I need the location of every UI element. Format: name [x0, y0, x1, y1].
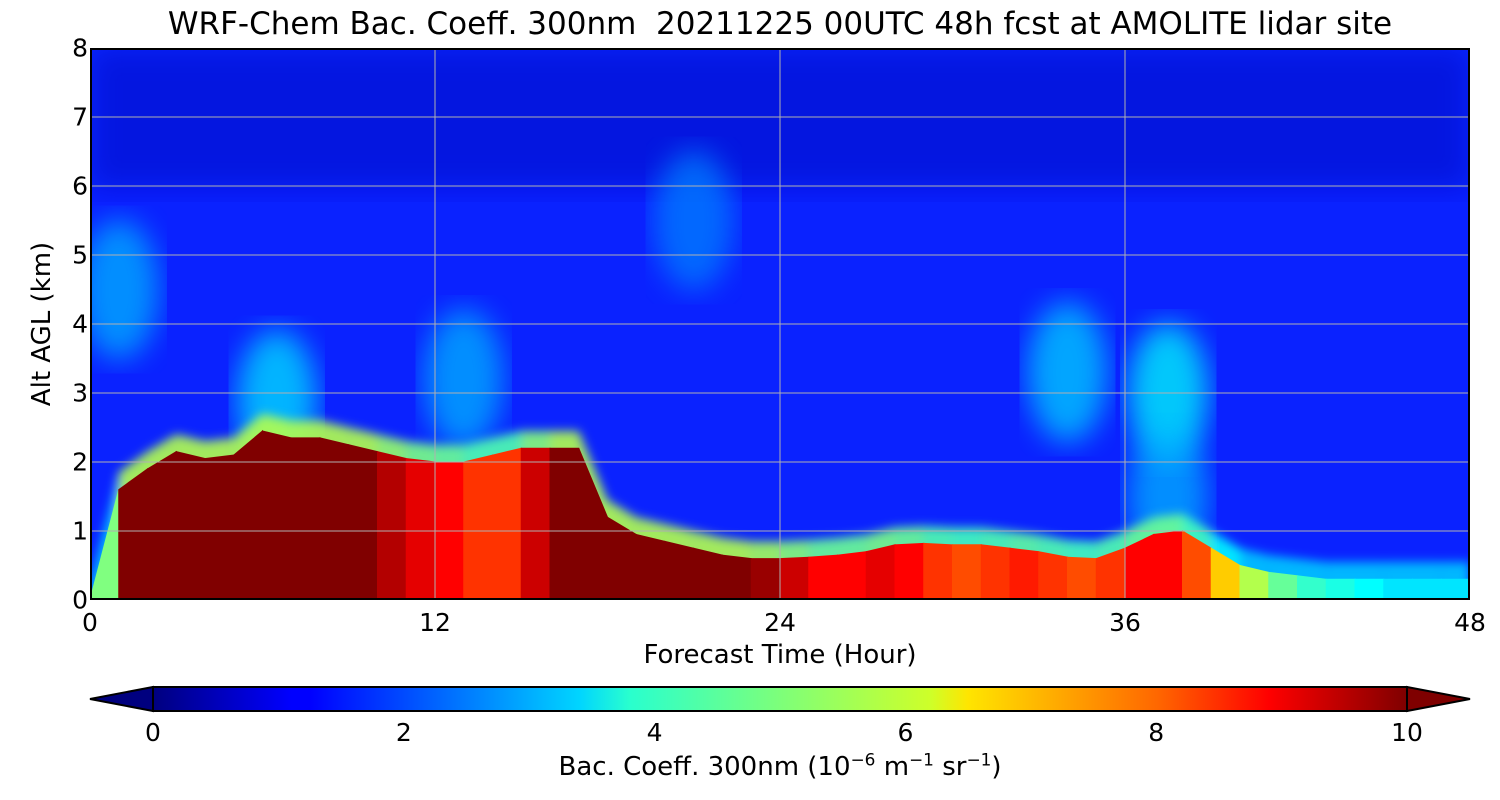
boundary-layer-aerosol [90, 429, 1470, 600]
boundary-layer-cell-15 [520, 447, 551, 600]
boundary-layer-cell-16 [549, 447, 580, 600]
elevated-feature-3 [653, 150, 734, 291]
boundary-layer-cell-13 [463, 454, 493, 600]
x-tick-label: 24 [764, 608, 796, 637]
x-tick-label: 36 [1109, 608, 1141, 637]
boundary-layer-cell-2 [147, 450, 177, 600]
boundary-layer-cell-33 [1038, 551, 1068, 600]
boundary-layer-cell-26 [837, 551, 867, 600]
boundary-layer-cell-31 [980, 544, 1011, 600]
x-tick-label: 48 [1454, 608, 1486, 637]
boundary-layer-cell-21 [693, 547, 723, 600]
colorbar-label: Bac. Coeff. 300nm (10−6 m−1 sr−1) [558, 749, 1002, 782]
boundary-layer-cell-42 [1297, 575, 1327, 600]
y-tick-label: 1 [72, 516, 88, 546]
y-tick-label: 7 [72, 102, 88, 132]
boundary-layer-cell-29 [923, 542, 953, 600]
boundary-layer-cell-43 [1325, 578, 1356, 600]
colorbar-tick-label: 0 [145, 718, 161, 747]
colorbar-min-extend [89, 685, 154, 713]
x-axis-label: Forecast Time (Hour) [643, 640, 917, 670]
colorbar-tick-label: 4 [646, 718, 663, 747]
boundary-layer-cell-24 [779, 556, 810, 600]
colorbar [89, 685, 1471, 713]
boundary-layer-cell-20 [664, 540, 695, 600]
y-tick-label: 3 [72, 378, 88, 408]
boundary-layer-cell-19 [635, 533, 666, 600]
heatmap-svg [90, 48, 1470, 600]
y-tick-label: 0 [72, 585, 88, 615]
boundary-layer-cell-25 [808, 554, 838, 600]
colorbar-tick-label: 10 [1391, 718, 1423, 747]
colorbar-tick-label: 8 [1148, 718, 1165, 747]
boundary-layer-cell-22 [722, 554, 752, 600]
y-tick-label: 5 [72, 240, 88, 270]
colorbar-tick-label: 6 [897, 718, 914, 747]
boundary-layer-cell-47 [1440, 578, 1470, 600]
boundary-layer-cell-3 [175, 451, 206, 600]
boundary-layer-cell-28 [894, 542, 925, 600]
boundary-layer-cell-5 [233, 429, 263, 600]
colorbar-gradient [152, 686, 1408, 712]
y-tick-label: 6 [72, 171, 88, 201]
plot-frame [90, 48, 1470, 600]
boundary-layer-cell-34 [1067, 556, 1097, 600]
boundary-layer-cell-27 [865, 544, 896, 600]
boundary-layer-cell-41 [1268, 571, 1298, 600]
y-axis-label: Alt AGL (km) [27, 241, 57, 407]
y-tick-label: 4 [72, 309, 88, 339]
boundary-layer-cell-4 [204, 454, 235, 600]
boundary-layer-cell-44 [1354, 578, 1385, 600]
colorbar-max-extend [1406, 685, 1471, 713]
boundary-layer-cell-6 [262, 430, 292, 600]
boundary-layer-cell-1 [118, 467, 148, 600]
elevated-feature-2 [423, 309, 504, 450]
boundary-layer-cell-32 [1009, 547, 1040, 600]
boundary-layer-cell-30 [952, 544, 982, 600]
boundary-layer-cell-9 [348, 444, 378, 600]
x-tick-label: 12 [419, 608, 451, 637]
chart-title: WRF-Chem Bac. Coeff. 300nm 20211225 00UT… [167, 6, 1393, 42]
y-tick-label: 8 [72, 33, 88, 63]
plot-area[interactable] [90, 48, 1470, 600]
boundary-layer-cell-10 [377, 451, 407, 600]
boundary-layer-cell-46 [1412, 578, 1442, 600]
boundary-layer-cell-23 [750, 558, 781, 600]
boundary-layer-cell-45 [1383, 578, 1413, 600]
elevated-feature-4 [1027, 302, 1108, 443]
boundary-layer-cell-14 [492, 447, 522, 600]
x-tick-label: 0 [82, 608, 98, 637]
colorbar-tick-label: 2 [395, 718, 412, 747]
boundary-layer-cell-37 [1153, 530, 1183, 600]
grid-lines [90, 48, 1470, 600]
y-tick-label: 2 [72, 447, 88, 477]
boundary-layer-cell-11 [405, 457, 436, 600]
